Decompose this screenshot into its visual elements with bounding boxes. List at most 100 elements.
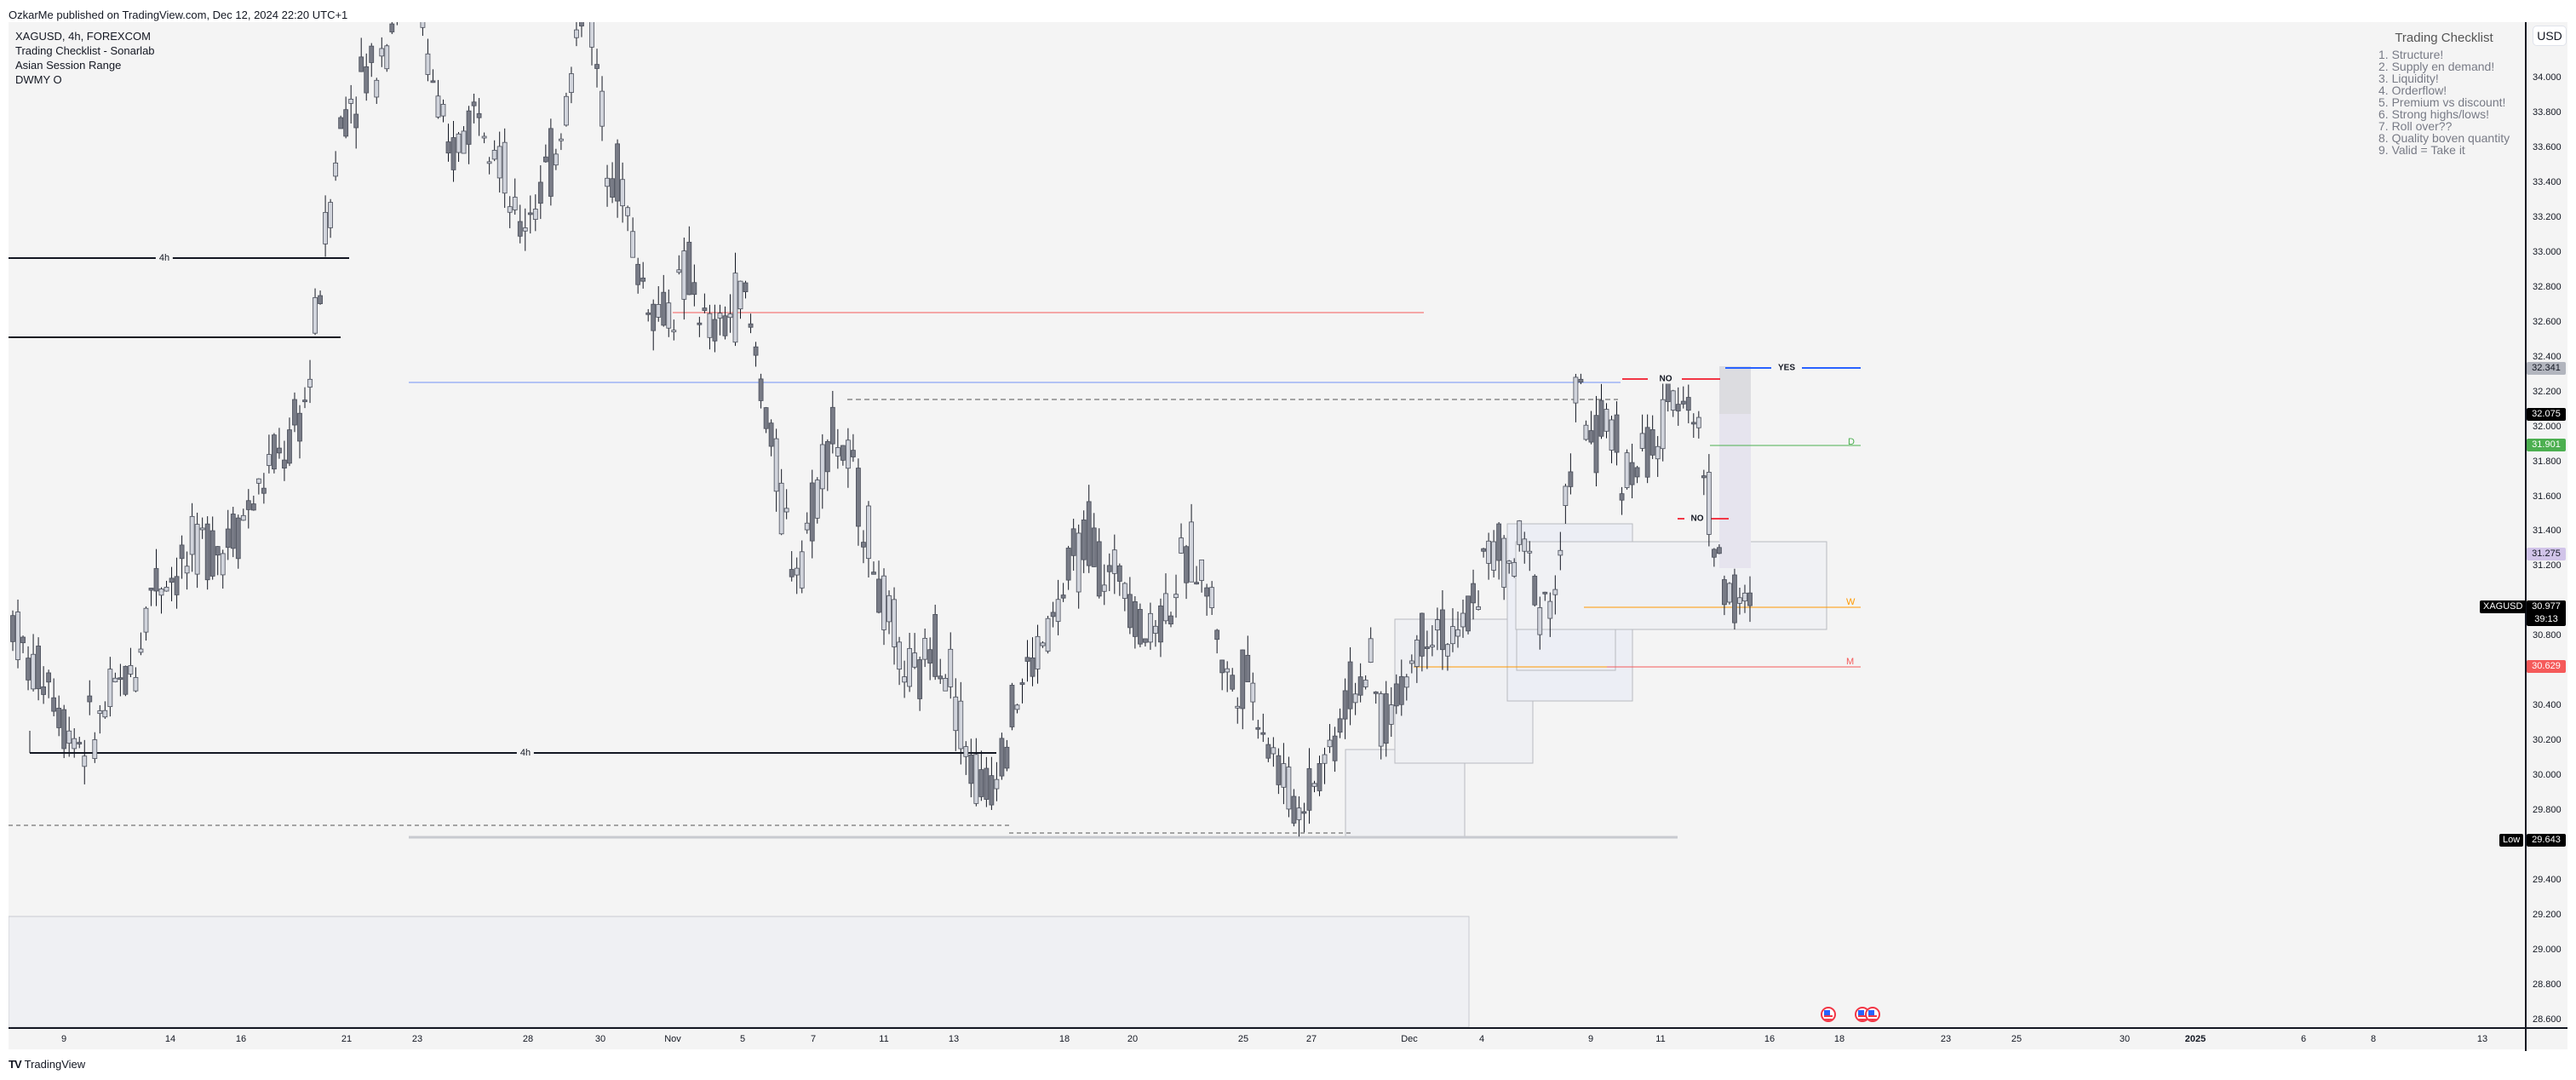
candle-body: [199, 527, 205, 531]
candle-body: [702, 307, 708, 312]
candle-body: [1398, 675, 1404, 705]
candle-body: [1296, 807, 1302, 820]
candle-body: [1276, 755, 1282, 785]
price-tick: 34.000: [2533, 72, 2562, 83]
us-event-flag-icon[interactable]: [1821, 1007, 1836, 1022]
candle-body: [1747, 592, 1753, 606]
bar-countdown: 39:13: [2534, 614, 2558, 624]
candle-body: [328, 202, 333, 228]
candle-body: [87, 695, 93, 703]
candle-body: [589, 22, 594, 48]
chart-container[interactable]: XAGUSD, 4h, FOREXCOM Trading Checklist -…: [9, 22, 2569, 1051]
candle-body: [927, 649, 933, 664]
candle-body: [1558, 549, 1563, 556]
candle-body: [1675, 404, 1681, 411]
candle-body: [1271, 747, 1277, 755]
candle-body: [1619, 493, 1625, 501]
checklist-title: Trading Checklist: [2395, 31, 2493, 45]
time-tick: 11: [1655, 1034, 1666, 1044]
candle-body: [1255, 727, 1261, 730]
candle-body: [871, 572, 876, 575]
candle-body: [1235, 705, 1241, 709]
candle-body: [118, 677, 123, 681]
axis-corner[interactable]: [2525, 1029, 2569, 1051]
candle-body: [963, 746, 969, 757]
candle-body: [450, 137, 456, 170]
candle-body: [1552, 589, 1558, 595]
time-tick: 18: [1833, 1034, 1845, 1044]
candle-body: [866, 505, 871, 560]
indicator-legend-checklist[interactable]: Trading Checklist - Sonarlab: [15, 44, 155, 57]
candle-body: [783, 508, 789, 513]
time-tick: 8: [2370, 1034, 2377, 1044]
candle-body: [876, 578, 881, 613]
candle-body: [486, 161, 492, 164]
candle-body: [318, 295, 323, 304]
candle-body: [82, 755, 88, 767]
symbol-legend[interactable]: XAGUSD, 4h, FOREXCOM: [15, 30, 151, 43]
candle-body: [1045, 618, 1051, 652]
last-price-value: 30.977: [2532, 601, 2561, 612]
tradingview-branding[interactable]: TV TradingView: [9, 1058, 85, 1071]
candle-body: [532, 209, 538, 221]
candle-body: [1219, 659, 1225, 674]
time-tick: 20: [1127, 1034, 1139, 1044]
candlestick-chart[interactable]: [9, 22, 2525, 1027]
candle-body: [1086, 501, 1092, 566]
candle-body: [978, 769, 984, 797]
candle-body: [1306, 767, 1312, 811]
chart-plot-area[interactable]: XAGUSD, 4h, FOREXCOM Trading Checklist -…: [9, 22, 2525, 1027]
candle-body: [1014, 704, 1020, 710]
candle-body: [1347, 661, 1353, 709]
candle-body: [148, 588, 154, 591]
us-event-flag-icon[interactable]: [1865, 1007, 1880, 1022]
trading-checklist-panel: Trading Checklist 1. Structure! 2. Suppl…: [2372, 31, 2516, 156]
candle-body: [819, 444, 825, 490]
candle-body: [1501, 537, 1507, 588]
candle-body: [189, 515, 195, 555]
candle-body: [994, 778, 1000, 790]
candle-body: [384, 45, 390, 70]
candle-body: [158, 589, 164, 596]
candle-body: [1680, 400, 1686, 405]
candle-body: [302, 399, 307, 403]
time-axis[interactable]: 9 14 16 21 23 28 30 Nov 5 7 11 13 18 20 25 27 Dec 4 9 11 16 1…: [9, 1027, 2567, 1051]
time-tick: 11: [879, 1034, 889, 1044]
candle-body: [51, 697, 57, 712]
candle-body: [989, 775, 995, 806]
price-axis[interactable]: [2525, 22, 2569, 1027]
candle-body: [1137, 609, 1143, 645]
candle-body: [245, 500, 251, 510]
no-label-lower: NO: [1688, 514, 1707, 524]
candle-body: [1030, 657, 1036, 677]
indicator-legend-asian-session[interactable]: Asian Session Range: [15, 59, 122, 72]
price-tick: 30.200: [2533, 735, 2562, 746]
candle-body: [1701, 475, 1707, 479]
candle-body: [574, 29, 579, 38]
candle-body: [661, 291, 667, 326]
candle-body: [1081, 520, 1087, 560]
candle-body: [907, 647, 912, 687]
candle-body: [768, 422, 774, 447]
candle-body: [277, 447, 282, 454]
candle-body: [46, 672, 52, 683]
candle-body: [1491, 541, 1497, 571]
candle-body: [1230, 675, 1236, 690]
candle-body: [420, 22, 426, 28]
candle-body: [1378, 693, 1384, 747]
candle-body: [476, 113, 482, 118]
candle-body: [610, 178, 615, 198]
candle-body: [1357, 676, 1363, 696]
candle-body: [1670, 390, 1676, 411]
indicator-legend-dwmy[interactable]: DWMY O: [15, 73, 62, 86]
candle-body: [773, 438, 779, 492]
candle-body: [917, 659, 923, 699]
candle-body: [686, 241, 692, 296]
candle-body: [1685, 397, 1691, 411]
candle-body: [809, 482, 815, 542]
currency-button[interactable]: USD: [2533, 26, 2567, 46]
candle-body: [625, 207, 631, 216]
candle-body: [527, 212, 533, 215]
candle-body: [1522, 538, 1528, 552]
candle-body: [287, 429, 292, 464]
